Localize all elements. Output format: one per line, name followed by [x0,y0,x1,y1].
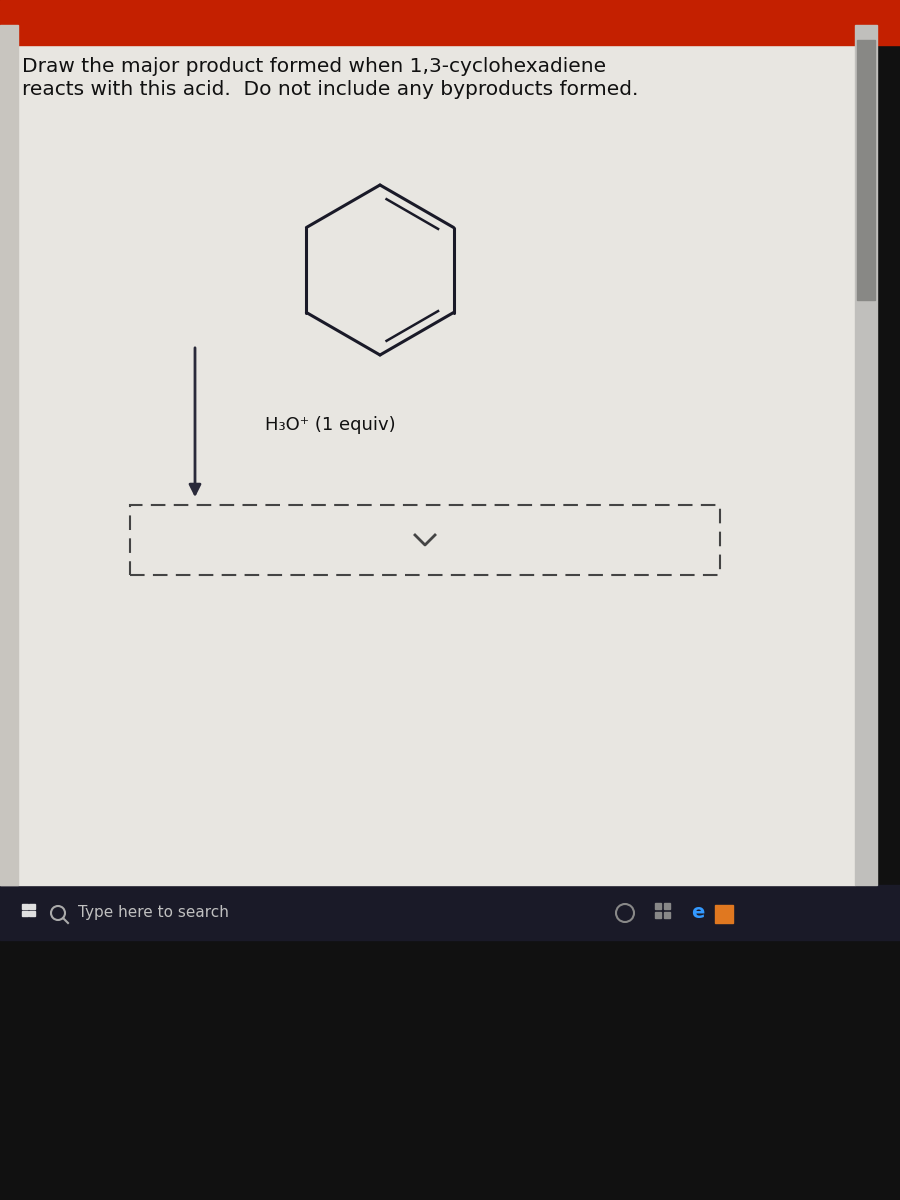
Bar [855,25,877,886]
Bar [22,904,28,910]
Text: reacts with this acid.  Do not include any byproducts formed.: reacts with this acid. Do not include an… [22,80,638,98]
Bar [664,902,670,910]
Bar [0,886,900,940]
Bar [130,505,720,575]
Text: Type here to search: Type here to search [78,906,229,920]
Bar [0,25,18,886]
Bar [857,40,875,300]
Bar [0,25,855,886]
Bar [0,0,900,44]
Bar [715,905,733,923]
Bar [664,912,670,918]
Text: H₃O⁺ (1 equiv): H₃O⁺ (1 equiv) [265,416,396,434]
Bar [22,911,28,916]
Bar [29,904,34,910]
Bar [0,940,900,1200]
Bar [655,902,661,910]
Text: Draw the major product formed when 1,3-cyclohexadiene: Draw the major product formed when 1,3-c… [22,56,606,76]
Bar [29,911,34,916]
Text: e: e [691,904,705,923]
Bar [655,912,661,918]
